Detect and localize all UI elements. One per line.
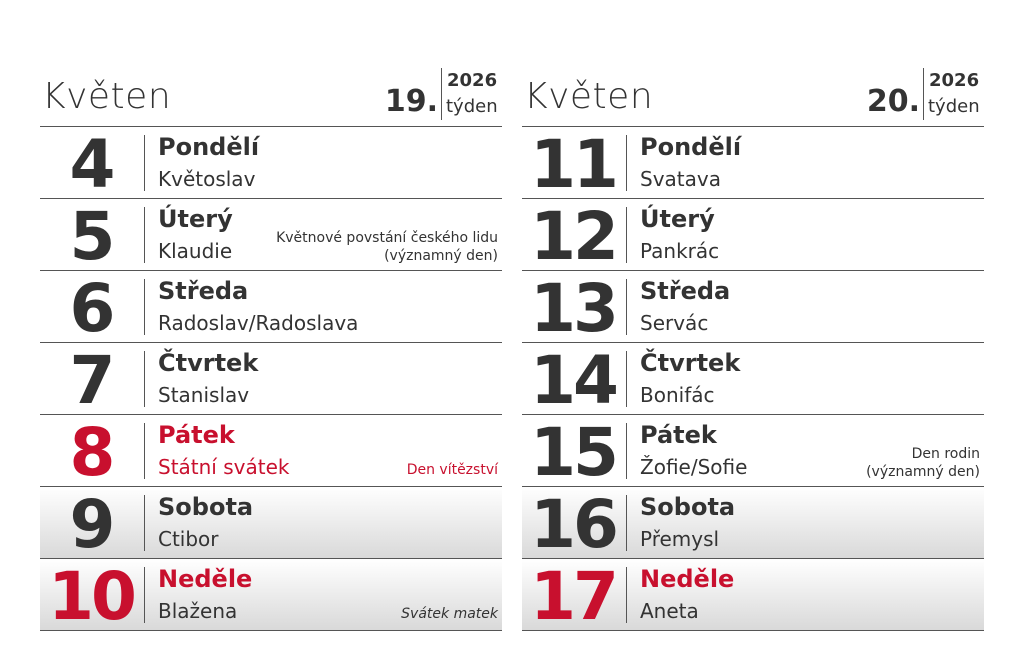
day-number: 15 (530, 414, 619, 491)
name-day: Klaudie (158, 239, 233, 263)
row-divider (626, 423, 627, 479)
day-row: 10 Neděle Blažena Svátek matek (40, 558, 502, 635)
row-divider (144, 567, 145, 623)
note-line: Den rodin (911, 446, 980, 462)
year: 2026 (929, 70, 980, 91)
day-number: 11 (530, 126, 619, 203)
weekday: Čtvrtek (640, 349, 741, 377)
note-line: Den vítězství (406, 462, 498, 478)
row-divider (144, 351, 145, 407)
row-divider (626, 567, 627, 623)
header-rule (40, 126, 502, 127)
weekday: Středa (640, 277, 731, 305)
week-divider (923, 68, 924, 120)
row-divider (144, 423, 145, 479)
day-row: 8 Pátek Státní svátek Den vítězství (40, 414, 502, 491)
header-rule (522, 126, 984, 127)
weekday: Pondělí (640, 133, 742, 161)
weekday: Neděle (640, 565, 735, 593)
name-day: Pankrác (640, 239, 720, 263)
day-number: 10 (48, 558, 137, 635)
name-day: Aneta (640, 599, 699, 623)
name-day: Žofie/Sofie (640, 455, 748, 479)
week-number: 20. (866, 84, 920, 119)
day-row: 5 Úterý Klaudie Květnové povstání českého l… (40, 198, 502, 275)
year: 2026 (447, 70, 498, 91)
note-line: Květnové povstání českého lidu (276, 230, 498, 246)
day-row: 15 Pátek Žofie/Sofie Den rodin (významný den… (522, 414, 984, 491)
row-divider (626, 351, 627, 407)
name-day: Přemysl (640, 527, 720, 551)
weekday: Pondělí (158, 133, 260, 161)
name-day: Bonifác (640, 383, 715, 407)
day-number: 6 (69, 270, 116, 347)
weekday: Úterý (640, 205, 715, 233)
day-number: 9 (69, 486, 116, 563)
name-day: Servác (640, 311, 709, 335)
name-day: Svatava (640, 167, 721, 191)
day-number: 8 (69, 414, 116, 491)
week-label: týden (446, 96, 498, 117)
day-row: 16 Sobota Přemysl (522, 486, 984, 563)
weekday: Sobota (640, 493, 736, 521)
day-row: 4 Pondělí Květoslav (40, 126, 502, 203)
day-number: 4 (69, 126, 116, 203)
row-divider (144, 207, 145, 263)
week-label: týden (928, 96, 980, 117)
day-row: 9 Sobota Ctibor (40, 486, 502, 563)
day-number: 16 (530, 486, 619, 563)
name-day: Ctibor (158, 527, 219, 551)
weekday: Pátek (640, 421, 717, 449)
month-title: Květen (42, 76, 172, 117)
row-divider (144, 135, 145, 191)
weekday: Sobota (158, 493, 254, 521)
weekday: Neděle (158, 565, 253, 593)
note-line: (významný den) (384, 248, 498, 264)
day-row: 12 Úterý Pankrác (522, 198, 984, 275)
day-row: 11 Pondělí Svatava (522, 126, 984, 203)
row-divider (144, 495, 145, 551)
row-divider (626, 135, 627, 191)
name-day: Stanislav (158, 383, 250, 407)
note-line: Svátek matek (401, 606, 498, 622)
name-day: Květoslav (158, 167, 256, 191)
day-row: 14 Čtvrtek Bonifác (522, 342, 984, 419)
weekday: Čtvrtek (158, 349, 259, 377)
day-row: 17 Neděle Aneta (522, 558, 984, 635)
name-day: Blažena (158, 599, 238, 623)
note: Svátek matek (401, 605, 498, 623)
day-number: 5 (69, 198, 116, 275)
row-divider (626, 279, 627, 335)
note: Květnové povstání českého lidu (významný … (276, 229, 498, 265)
weekday: Středa (158, 277, 249, 305)
name-day: Radoslav/Radoslava (158, 311, 359, 335)
row-divider (144, 279, 145, 335)
month-title: Květen (524, 76, 654, 117)
day-row: 13 Středa Servác (522, 270, 984, 347)
note: Den vítězství (407, 461, 498, 479)
weekday: Úterý (158, 205, 233, 233)
week-divider (441, 68, 442, 120)
note-line: (významný den) (866, 464, 980, 480)
week-number: 19. (384, 84, 438, 119)
day-row: 6 Středa Radoslav/Radoslava (40, 270, 502, 347)
day-number: 7 (69, 342, 116, 419)
weekday: Pátek (158, 421, 235, 449)
day-number: 14 (530, 342, 619, 419)
note: Den rodin (významný den) (866, 445, 980, 481)
day-row: 7 Čtvrtek Stanislav (40, 342, 502, 419)
name-day: Státní svátek (158, 455, 290, 479)
day-number: 12 (530, 198, 619, 275)
row-divider (626, 207, 627, 263)
row-divider (626, 495, 627, 551)
day-number: 13 (530, 270, 619, 347)
day-number: 17 (530, 558, 619, 635)
